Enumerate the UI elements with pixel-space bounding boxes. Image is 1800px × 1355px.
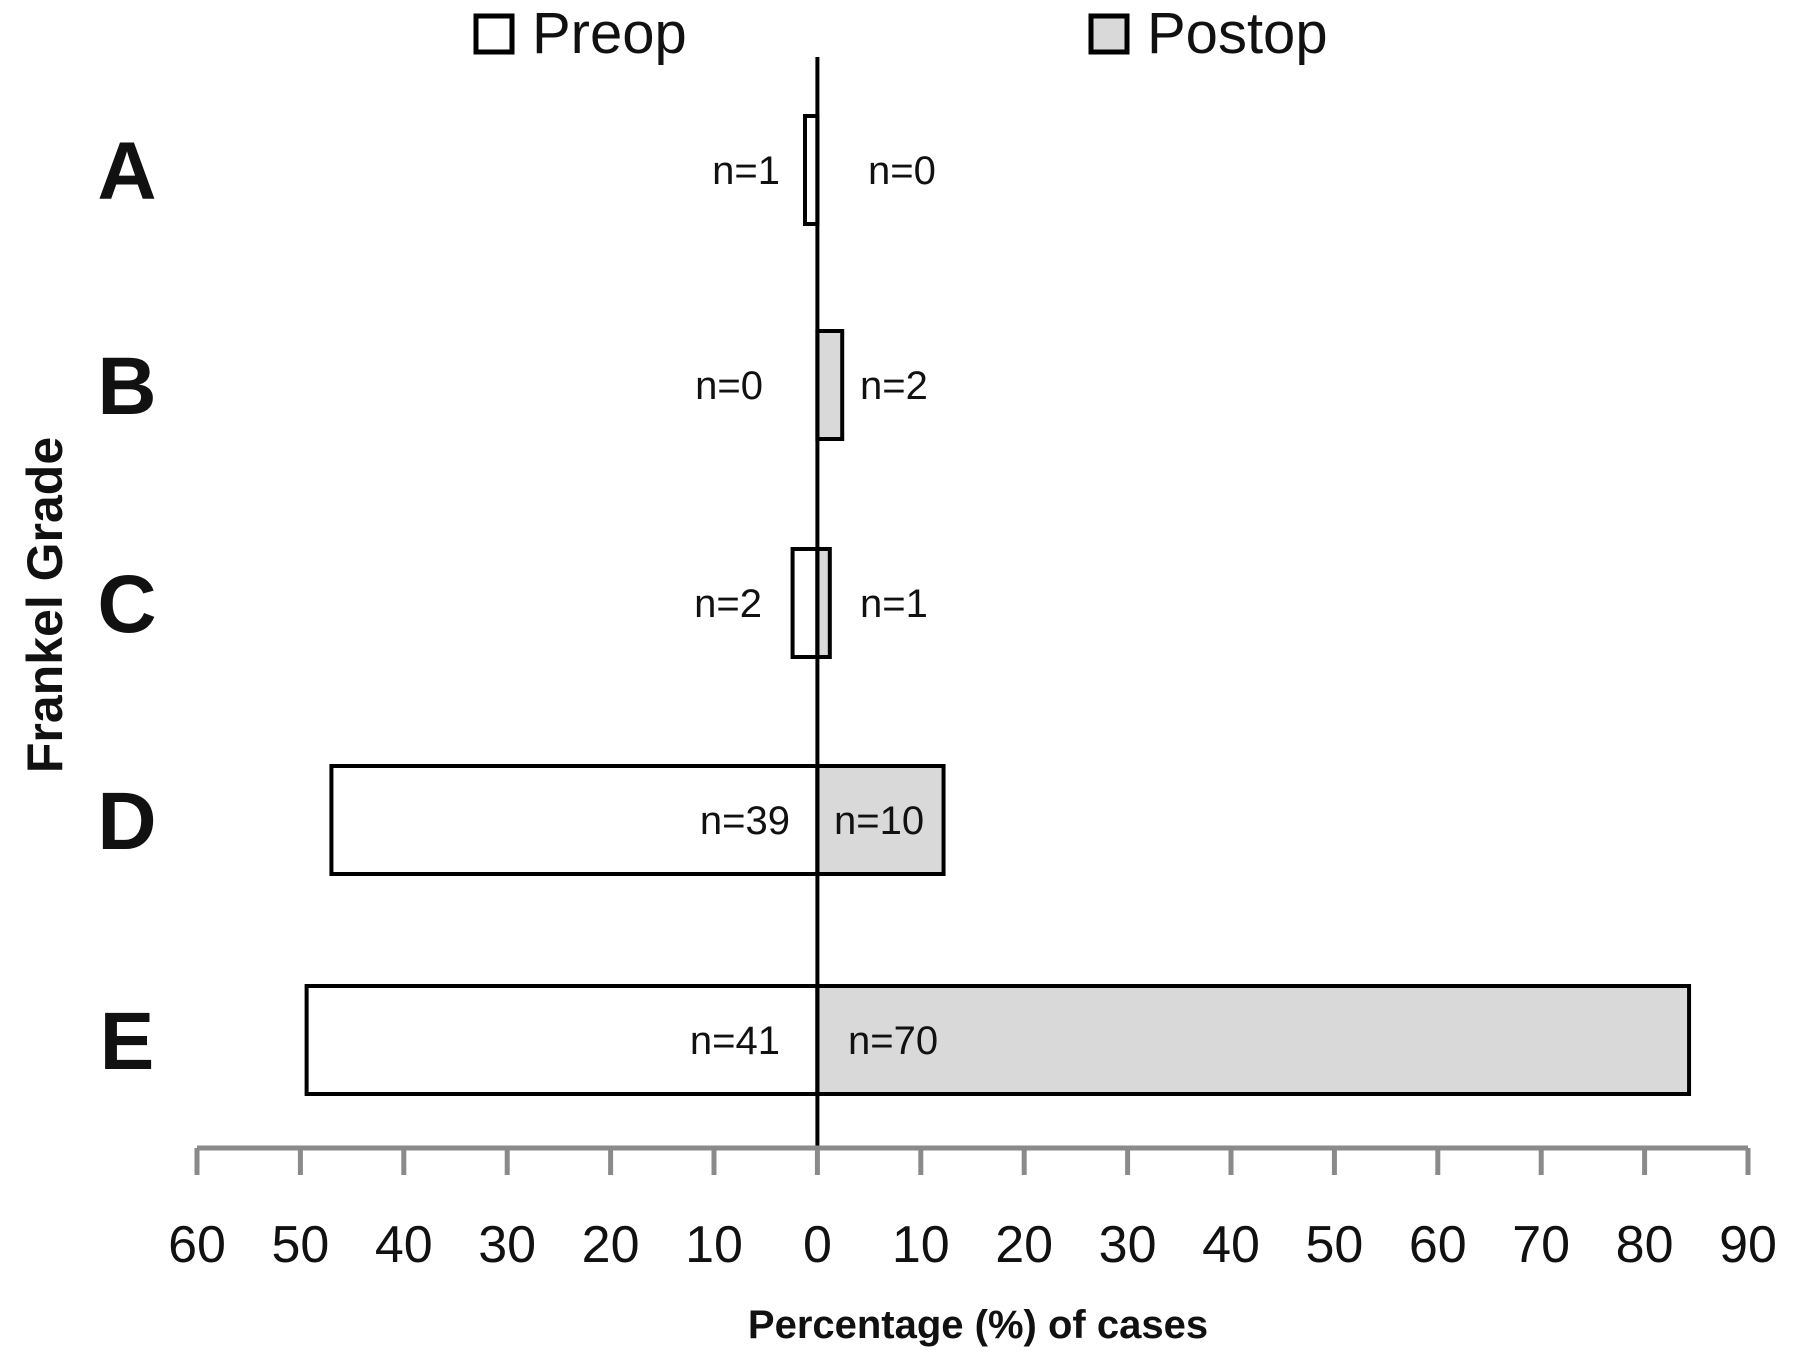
legend-swatch-preop bbox=[473, 13, 515, 55]
x-tick-label: 50 bbox=[271, 1216, 329, 1274]
x-tick-label: 10 bbox=[892, 1216, 950, 1274]
category-label-e: E bbox=[100, 996, 155, 1087]
x-tick-label: 50 bbox=[1305, 1216, 1363, 1274]
legend: Preop Postop bbox=[473, 1, 1328, 66]
bar-preop-d bbox=[329, 764, 820, 876]
x-tick-label: 90 bbox=[1719, 1216, 1777, 1274]
x-tick-label: 20 bbox=[995, 1216, 1053, 1274]
y-axis-title: Frankel Grade bbox=[17, 437, 73, 773]
label-preop-c: n=2 bbox=[694, 582, 762, 626]
x-tick-label: 40 bbox=[375, 1216, 433, 1274]
bar-preop-c bbox=[790, 547, 820, 659]
x-tick-label: 30 bbox=[478, 1216, 536, 1274]
legend-swatch-postop bbox=[1088, 13, 1130, 55]
x-tick-label: 40 bbox=[1202, 1216, 1260, 1274]
x-tick-label: 20 bbox=[582, 1216, 640, 1274]
bar-postop-e bbox=[815, 984, 1692, 1096]
x-axis: 60 50 40 30 20 10 0 10 20 30 40 50 60 70 80 90 bbox=[168, 1145, 1777, 1274]
category-label-c: C bbox=[97, 559, 156, 650]
label-preop-b: n=0 bbox=[695, 364, 763, 408]
label-preop-e: n=41 bbox=[690, 1019, 780, 1063]
category-label-b: B bbox=[97, 341, 156, 432]
bar-postop-b bbox=[815, 329, 845, 441]
label-postop-e: n=70 bbox=[848, 1019, 938, 1063]
legend-label-preop: Preop bbox=[532, 1, 687, 66]
x-tick-label: 60 bbox=[1409, 1216, 1467, 1274]
x-axis-title: Percentage (%) of cases bbox=[748, 1303, 1208, 1347]
legend-label-postop: Postop bbox=[1147, 1, 1328, 66]
label-postop-b: n=2 bbox=[860, 364, 928, 408]
label-postop-d: n=10 bbox=[834, 799, 924, 843]
label-postop-a: n=0 bbox=[868, 149, 936, 193]
category-label-a: A bbox=[97, 126, 156, 217]
x-tick-label: 60 bbox=[168, 1216, 226, 1274]
x-tick-label: 70 bbox=[1512, 1216, 1570, 1274]
x-tick-label: 10 bbox=[685, 1216, 743, 1274]
bar-labels: n=1 n=0 n=0 n=2 n=2 n=1 n=39 n=10 n=41 n=70 bbox=[690, 149, 938, 1063]
category-labels: A B C D E bbox=[97, 126, 156, 1087]
x-tick-label: 0 bbox=[803, 1216, 832, 1274]
label-preop-a: n=1 bbox=[712, 149, 780, 193]
category-label-d: D bbox=[97, 776, 156, 867]
x-tick-label: 80 bbox=[1616, 1216, 1674, 1274]
bars bbox=[304, 114, 1692, 1096]
x-tick-label: 30 bbox=[1099, 1216, 1157, 1274]
label-preop-d: n=39 bbox=[700, 799, 790, 843]
label-postop-c: n=1 bbox=[860, 582, 928, 626]
